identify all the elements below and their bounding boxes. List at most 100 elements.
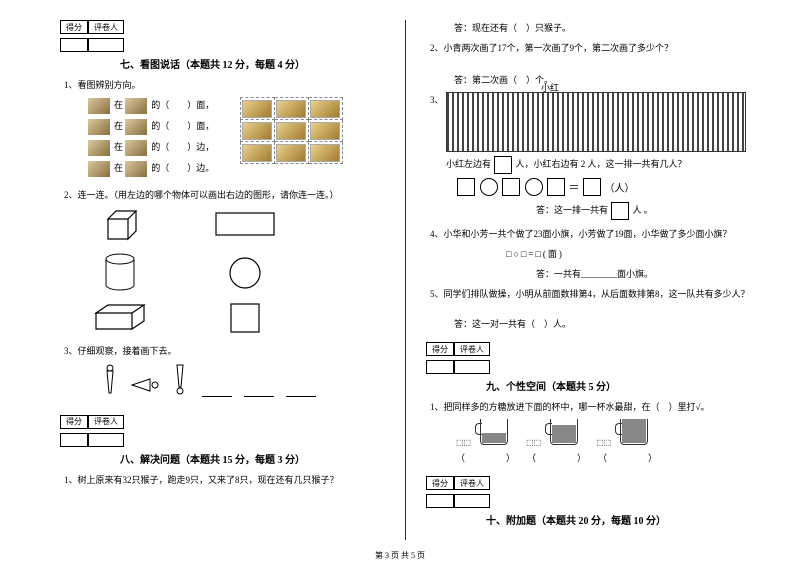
blank-box <box>583 178 601 196</box>
pattern-shape <box>100 363 120 397</box>
txt: 在 <box>114 100 123 110</box>
animal-icon <box>125 119 147 135</box>
q7-1-lines: 在 的（ ）面， 在 的（ ）面， 在 的（ ）边， 在 的（ ）边。 <box>60 97 230 181</box>
page-columns: 得分 评卷人 七、看图说话（本题共 12 分，每题 4 分） 1、看图辨别方向。… <box>60 20 770 540</box>
cup-icon <box>620 419 648 445</box>
children-image: 小红 <box>446 92 746 152</box>
shapes-row-3 <box>90 303 385 333</box>
direction-line-d: 在 的（ ）边。 <box>88 160 230 177</box>
txt: 在 <box>114 163 123 173</box>
grid-img <box>242 100 272 118</box>
score-cell: 得分 <box>60 415 88 429</box>
score-box-7: 得分 评卷人 <box>60 20 385 34</box>
score-blank <box>60 38 88 52</box>
grid-img <box>276 122 306 140</box>
blank-circle <box>480 178 498 196</box>
score-box-9-blank <box>426 360 750 374</box>
animal-grid <box>240 97 343 164</box>
blank-box <box>502 178 520 196</box>
xiaohong-label: 小红 <box>541 81 559 94</box>
q8-3-num: 3、 <box>430 92 446 108</box>
q8-1: 1、树上原来有32只猴子，跑走9只，又来了8只，现在还有几只猴子？ <box>64 472 385 488</box>
section-9-title: 九、个性空间（本题共 5 分） <box>486 378 750 393</box>
cups-row: ⬚⬚ ⬚⬚ ⬚⬚ <box>456 419 750 448</box>
q8-5-ans: 答：这一对一共有（ ）人。 <box>454 316 750 332</box>
q7-2: 2、连一连。（用左边的哪个物体可以画出右边的图形，请你连一连。） <box>64 187 385 203</box>
sugar-icon: ⬚⬚ <box>456 438 471 447</box>
cup-icon <box>480 419 508 445</box>
q9-1: 1、把同样多的方糖放进下面的杯中，哪一杯水最甜，在（ ）里打√。 <box>430 399 750 415</box>
section-8-title: 八、解决问题（本题共 15 分，每题 3 分） <box>120 451 385 466</box>
cube-icon <box>90 207 150 243</box>
grid-img <box>276 144 306 162</box>
txt: 人 。 <box>633 205 653 215</box>
txt: 的（ ）边。 <box>151 163 214 173</box>
grid-img <box>310 144 340 162</box>
animal-icon <box>88 161 110 177</box>
circle-icon <box>210 256 280 290</box>
score-box-10-blank <box>426 494 750 508</box>
rectangle-icon <box>210 212 280 238</box>
animal-icon <box>88 140 110 156</box>
grader-cell: 评卷人 <box>454 476 490 490</box>
q8-4-ans: 答：一共有________面小旗。 <box>536 266 750 282</box>
txt: 的（ ）面， <box>151 100 214 110</box>
pattern-blank <box>244 387 274 397</box>
animal-icon <box>88 98 110 114</box>
txt: 小红左边有 <box>446 159 491 169</box>
q7-1-row: 在 的（ ）面， 在 的（ ）面， 在 的（ ）边， 在 的（ ）边。 <box>60 97 385 181</box>
q8-5: 5、同学们排队做操，小明从前面数排第4，从后面数排第8，这一队共有多少人？ <box>430 286 750 302</box>
grid-img <box>276 100 306 118</box>
direction-line-c: 在 的（ ）边， <box>88 139 230 156</box>
grid-img <box>242 122 272 140</box>
blank-box <box>494 156 512 174</box>
unit: （人） <box>605 184 635 195</box>
grader-blank <box>88 38 124 52</box>
grader-blank <box>454 494 490 508</box>
score-blank <box>426 494 454 508</box>
q8-3-row: 3、 小红 <box>426 92 750 152</box>
pattern-shape <box>170 363 190 397</box>
pattern-shape <box>130 373 160 397</box>
sugar-icon: ⬚⬚ <box>526 438 541 447</box>
q8-3-equation: ＝ （人） <box>456 178 750 196</box>
q7-3: 3、仔细观察，接着画下去。 <box>64 343 385 359</box>
pattern-row <box>100 363 385 397</box>
pattern-blank <box>286 387 316 397</box>
square-icon <box>210 303 280 333</box>
grader-cell: 评卷人 <box>88 415 124 429</box>
score-cell: 得分 <box>426 342 454 356</box>
ans8-2: 答：第二次画（ ）个。 <box>454 72 750 88</box>
cuboid-icon <box>90 303 150 333</box>
txt: 答：这一排一共有 <box>536 205 608 215</box>
txt: 在 <box>114 142 123 152</box>
grader-blank <box>88 433 124 447</box>
score-box-9: 得分 评卷人 <box>426 342 750 356</box>
grader-cell: 评卷人 <box>88 20 124 34</box>
txt: 的（ ）边， <box>151 142 214 152</box>
q8-3-line1: 小红左边有 人，小红右边有 2 人，这一排一共有几人？ <box>446 156 750 174</box>
cylinder-icon <box>90 253 150 293</box>
blank-box <box>457 178 475 196</box>
blank-circle <box>525 178 543 196</box>
score-box-8-blank <box>60 433 385 447</box>
q8-3-ans: 答：这一排一共有 人 。 <box>536 202 750 220</box>
equals-sign: ＝ <box>569 182 580 194</box>
grader-cell: 评卷人 <box>454 342 490 356</box>
q8-2: 2、小青两次画了17个，第一次画了9个，第二次画了多少个？ <box>430 40 750 56</box>
grid-img <box>310 122 340 140</box>
q7-1-lead: 1、看图辨别方向。 <box>64 77 385 93</box>
ans8-1: 答：现在还有（ ）只猴子。 <box>454 20 750 36</box>
score-blank <box>60 433 88 447</box>
grader-blank <box>454 360 490 374</box>
section-10-title: 十、附加题（本题共 20 分，每题 10 分） <box>486 512 750 527</box>
score-cell: 得分 <box>60 20 88 34</box>
txt: 人，小红右边有 2 人，这一排一共有几人？ <box>516 159 687 169</box>
pattern-blank <box>202 387 232 397</box>
direction-line-b: 在 的（ ）面， <box>88 118 230 135</box>
grid-img <box>242 144 272 162</box>
score-cell: 得分 <box>426 476 454 490</box>
section-7-title: 七、看图说话（本题共 12 分，每题 4 分） <box>120 56 385 71</box>
direction-line-a: 在 的（ ）面， <box>88 97 230 114</box>
shapes-row-1 <box>90 207 385 243</box>
